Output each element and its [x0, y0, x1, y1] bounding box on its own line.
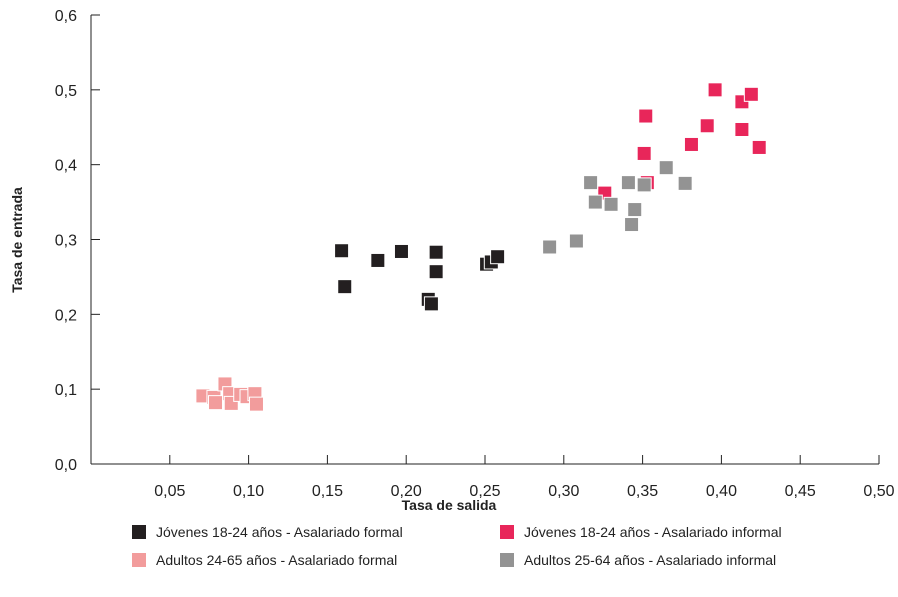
legend-item: Jóvenes 18-24 años - Asalariado formal [132, 522, 403, 542]
legend-label: Jóvenes 18-24 años - Asalariado informal [524, 524, 782, 540]
x-tick-label: 0,40 [706, 483, 737, 500]
legend-label: Adultos 25-64 años - Asalariado informal [524, 552, 777, 568]
data-point [334, 243, 350, 259]
data-point [587, 194, 603, 210]
data-point [707, 82, 723, 98]
y-tick-label: 0,5 [55, 83, 77, 100]
series-2 [195, 376, 264, 412]
data-point [542, 239, 558, 255]
y-tick-label: 0,1 [55, 382, 77, 399]
legend-label: Adultos 24-65 años - Asalariado formal [156, 552, 398, 568]
legend-item: Jóvenes 18-24 años - Asalariado informal [500, 522, 782, 542]
data-point [568, 233, 584, 249]
chart-legend: Jóvenes 18-24 años - Asalariado formal Ad… [132, 522, 832, 582]
series-3 [542, 160, 693, 255]
legend-swatch [132, 525, 146, 539]
x-tick-label: 0,25 [469, 483, 500, 500]
data-point [370, 252, 386, 268]
data-point [683, 136, 699, 152]
y-tick-label: 0,0 [55, 457, 77, 474]
x-axis: 0,05 0,10 0,15 0,20 0,25 0,30 0,35 0,40 0,45 0,50 [91, 455, 895, 500]
x-tick-label: 0,10 [233, 483, 264, 500]
data-point [624, 217, 640, 233]
legend-item: Adultos 24-65 años - Asalariado formal [132, 550, 397, 570]
x-tick-label: 0,45 [785, 483, 816, 500]
legend-swatch [500, 525, 514, 539]
data-points [195, 82, 767, 412]
y-axis-title: Tasa de entrada [9, 187, 25, 293]
data-point [428, 264, 444, 280]
legend-swatch [132, 553, 146, 567]
data-point [337, 279, 353, 295]
x-tick-label: 0,15 [312, 483, 343, 500]
data-point [743, 86, 759, 102]
y-tick-label: 0,4 [55, 158, 77, 175]
data-point [603, 196, 619, 212]
x-tick-label: 0,30 [548, 483, 579, 500]
data-point [751, 139, 767, 155]
x-axis-title: Tasa de salida [402, 497, 497, 513]
series-0 [334, 243, 506, 312]
data-point [423, 296, 439, 312]
data-point [393, 243, 409, 259]
data-point [248, 396, 264, 412]
data-point [208, 395, 224, 411]
legend-item: Adultos 25-64 años - Asalariado informal [500, 550, 776, 570]
scatter-chart: 0,05 0,10 0,15 0,20 0,25 0,30 0,35 0,40 0,45 0,50… [9, 8, 895, 513]
data-point [583, 175, 599, 191]
x-tick-label: 0,35 [627, 483, 658, 500]
data-point [627, 202, 643, 218]
data-point [636, 145, 652, 161]
x-tick-label: 0,20 [391, 483, 422, 500]
data-point [620, 175, 636, 191]
data-point [734, 121, 750, 137]
x-tick-label: 0,05 [154, 483, 185, 500]
legend-label: Jóvenes 18-24 años - Asalariado formal [156, 524, 403, 540]
y-tick-label: 0,3 [55, 233, 77, 250]
data-point [638, 108, 654, 124]
data-point [658, 160, 674, 176]
data-point [490, 249, 506, 265]
y-tick-label: 0,2 [55, 307, 77, 324]
x-tick-label: 0,50 [863, 483, 894, 500]
data-point [636, 177, 652, 193]
data-point [677, 175, 693, 191]
data-point [699, 118, 715, 134]
y-axis: 0,0 0,1 0,2 0,3 0,4 0,5 0,6 [55, 8, 100, 474]
legend-swatch [500, 553, 514, 567]
data-point [428, 244, 444, 260]
y-tick-label: 0,6 [55, 8, 77, 25]
